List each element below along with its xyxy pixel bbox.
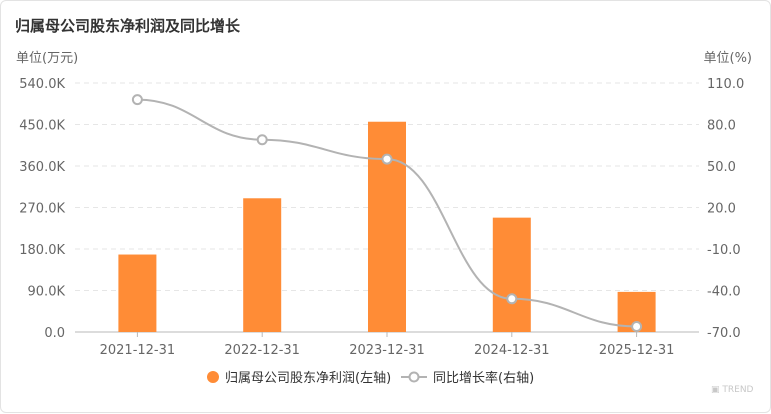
x-tick-label: 2021-12-31 xyxy=(100,343,176,358)
growth-point xyxy=(631,320,643,332)
left-axis-unit: 单位(万元) xyxy=(16,51,79,66)
bar xyxy=(118,254,157,332)
right-tick-label: 110.0 xyxy=(707,77,744,92)
x-tick-label: 2022-12-31 xyxy=(224,343,300,358)
x-tick-label: 2023-12-31 xyxy=(349,343,425,358)
chart-title: 归属母公司股东净利润及同比增长 xyxy=(15,17,241,35)
left-tick-label: 540.0K xyxy=(19,77,65,92)
left-tick-label: 0.0 xyxy=(44,326,65,341)
right-tick-label: 50.0 xyxy=(707,160,736,175)
left-tick-label: 90.0K xyxy=(28,285,66,300)
left-tick-label: 180.0K xyxy=(19,243,65,258)
bar xyxy=(243,198,282,332)
legend-line-point xyxy=(408,371,420,383)
right-tick-label: 20.0 xyxy=(707,202,736,217)
watermark-text: TREND xyxy=(722,385,754,395)
bar xyxy=(368,121,406,332)
bar xyxy=(492,217,531,332)
left-tick-label: 270.0K xyxy=(19,202,65,217)
growth-point xyxy=(506,293,518,305)
x-tick-label: 2025-12-31 xyxy=(599,343,675,358)
right-tick-label: -10.0 xyxy=(707,243,741,258)
right-tick-label: 80.0 xyxy=(707,119,736,134)
left-tick-label: 450.0K xyxy=(19,119,65,134)
t-logo-icon: ▣ xyxy=(711,385,720,395)
right-tick-label: -70.0 xyxy=(707,326,741,341)
growth-point xyxy=(381,153,393,165)
legend-bar-marker xyxy=(207,371,219,383)
growth-point xyxy=(131,94,143,106)
right-tick-label: -40.0 xyxy=(707,285,741,300)
left-tick-label: 360.0K xyxy=(19,160,65,175)
right-axis-unit: 单位(%) xyxy=(703,51,753,66)
growth-point xyxy=(256,134,268,146)
x-tick-label: 2024-12-31 xyxy=(474,343,550,358)
legend-line-label: 同比增长率(右轴) xyxy=(433,370,534,386)
watermark: ▣ TREND xyxy=(711,385,754,395)
legend-bar-label: 归属母公司股东净利润(左轴) xyxy=(225,371,391,386)
